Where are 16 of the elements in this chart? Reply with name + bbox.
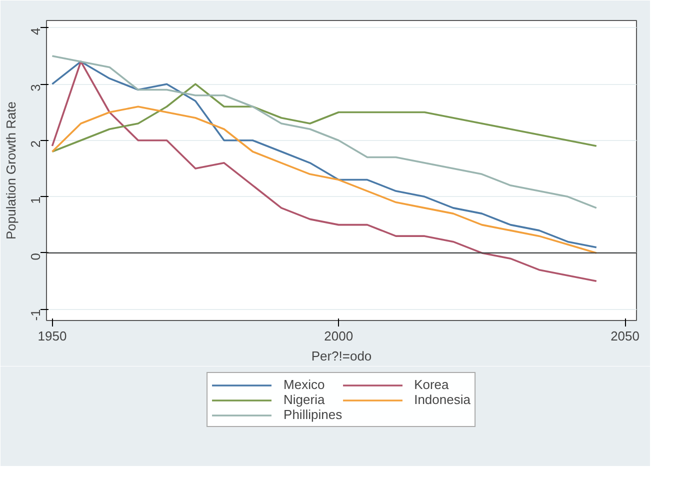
y-tick-label: 2 [28, 140, 43, 148]
y-tick-label: -1 [28, 309, 43, 321]
x-tick-label: 2000 [324, 328, 354, 344]
x-tick-label: 1950 [38, 328, 67, 344]
y-tick-label: 4 [28, 28, 43, 36]
x-axis-title: Per?!=odo [311, 348, 372, 364]
legend-label: Korea [414, 377, 449, 392]
y-tick-label: 1 [28, 196, 43, 204]
legend-label: Mexico [284, 377, 325, 392]
legend-label: Phillipines [284, 407, 342, 422]
y-tick-label: 3 [28, 84, 43, 92]
y-axis-title: Population Growth Rate [4, 101, 18, 240]
legend-label: Nigeria [284, 392, 325, 407]
legend-label: Indonesia [414, 392, 470, 407]
y-tick-label: 0 [28, 252, 43, 260]
x-tick-label: 2050 [610, 328, 640, 344]
